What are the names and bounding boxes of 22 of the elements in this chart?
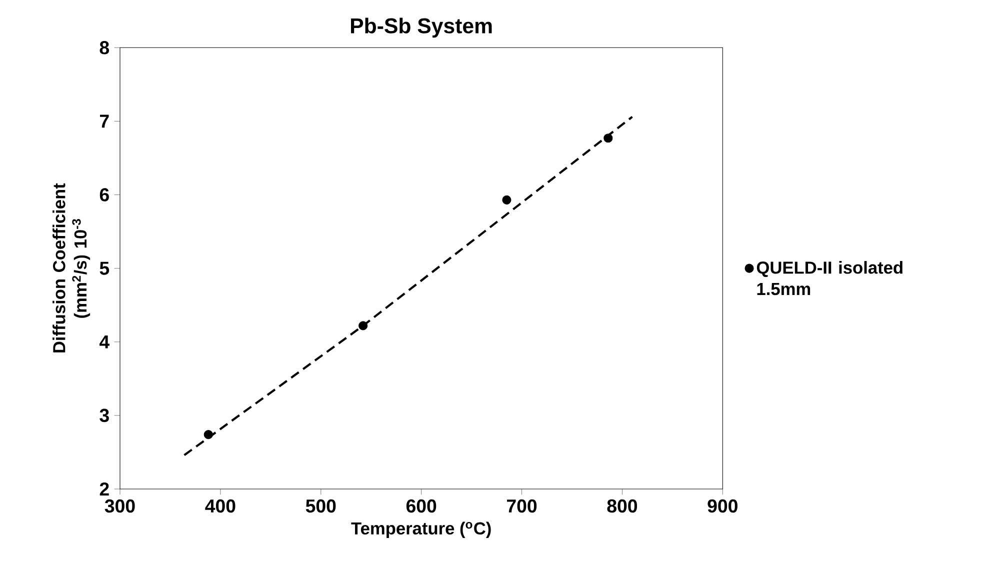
point [204, 430, 213, 440]
point [604, 134, 613, 143]
y-tick-label: 6 [100, 188, 109, 202]
y-tick-label: 5 [100, 262, 110, 275]
y-tick-label: 4 [100, 335, 110, 348]
x-tick-label: 600 [406, 499, 436, 513]
y-tick-label: 2 [100, 482, 109, 496]
y-tick-label: 3 [100, 408, 109, 422]
x-tick-label: 900 [708, 499, 738, 513]
y-tick-label: 7 [100, 114, 109, 128]
legend-label: QUELD-II isolated 1.5mm [756, 261, 902, 296]
point [358, 321, 368, 330]
x-tick-label: 300 [104, 499, 135, 513]
point [502, 195, 512, 204]
x-tick-label: 500 [306, 499, 336, 513]
y-tick-label: 8 [100, 41, 110, 54]
line-series [183, 116, 634, 456]
x-tick-label: 700 [507, 499, 537, 513]
chart-title: Pb-Sb System [351, 18, 492, 38]
x-axis-title: Temperature ($^{o}$C) [351, 522, 491, 538]
x-tick-label: 400 [205, 499, 236, 513]
x-tick-label: 800 [607, 499, 638, 513]
